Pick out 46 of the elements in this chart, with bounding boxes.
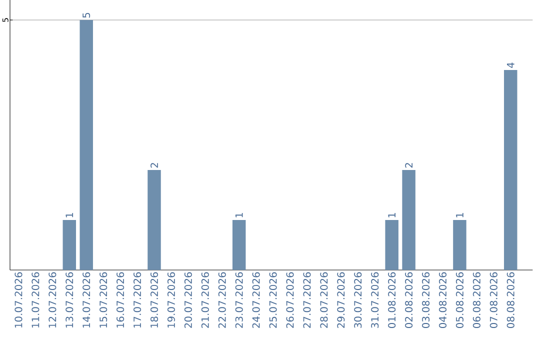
x-tick-label: 28.07.2026 (320, 272, 328, 328)
bar (148, 170, 161, 270)
bar (62, 220, 76, 270)
x-tick-label: 13.07.2026 (66, 272, 74, 328)
x-tick-label: 18.07.2026 (150, 272, 158, 328)
bar (80, 20, 93, 270)
data-label: 1 (456, 212, 464, 218)
x-tick-label: 10.07.2026 (14, 272, 22, 328)
data-label: 1 (66, 212, 74, 218)
bar (232, 220, 246, 270)
x-tick-label: 17.07.2026 (134, 272, 142, 328)
x-tick-label: 01.08.2026 (388, 272, 396, 328)
x-tick-label: 27.07.2026 (303, 272, 311, 328)
bar (504, 70, 518, 270)
data-label: 5 (82, 12, 90, 18)
x-tick-label: 03.08.2026 (422, 272, 430, 328)
x-tick-label: 25.07.2026 (269, 272, 277, 328)
x-tick-label: 29.07.2026 (337, 272, 345, 328)
bar (453, 220, 466, 270)
x-tick-label: 14.07.2026 (82, 272, 90, 328)
x-tick-label: 23.07.2026 (235, 272, 243, 328)
bar (402, 170, 416, 270)
data-label: 1 (235, 212, 243, 218)
x-tick-label: 04.08.2026 (438, 272, 447, 328)
bar (385, 220, 398, 270)
data-label: 2 (150, 163, 158, 168)
x-tick-label: 08.08.2026 (506, 272, 514, 328)
x-tick-label: 05.08.2026 (456, 272, 464, 328)
x-tick-label: 06.08.2026 (472, 272, 480, 328)
x-tick-label: 07.08.2026 (490, 272, 498, 328)
x-tick-label: 24.07.2026 (252, 272, 260, 328)
x-tick-label: 20.07.2026 (184, 272, 192, 328)
data-label: 2 (405, 163, 412, 168)
x-tick-label: 16.07.2026 (116, 272, 124, 328)
x-tick-label: 12.07.2026 (48, 272, 56, 328)
data-label: 1 (388, 212, 396, 218)
x-tick-label: 11.07.2026 (32, 272, 40, 328)
data-label: 4 (506, 62, 514, 68)
x-tick-label: 02.08.2026 (405, 272, 413, 328)
x-tick-label: 22.07.2026 (218, 272, 226, 328)
x-tick-label: 21.07.2026 (201, 272, 209, 328)
x-tick-label: 26.07.2026 (286, 272, 294, 328)
x-tick-label: 15.07.2026 (100, 272, 108, 328)
x-tick-label: 30.07.2026 (354, 272, 362, 328)
x-tick-label: 31.07.2026 (371, 272, 379, 328)
x-tick-label: 19.07.2026 (167, 272, 175, 328)
